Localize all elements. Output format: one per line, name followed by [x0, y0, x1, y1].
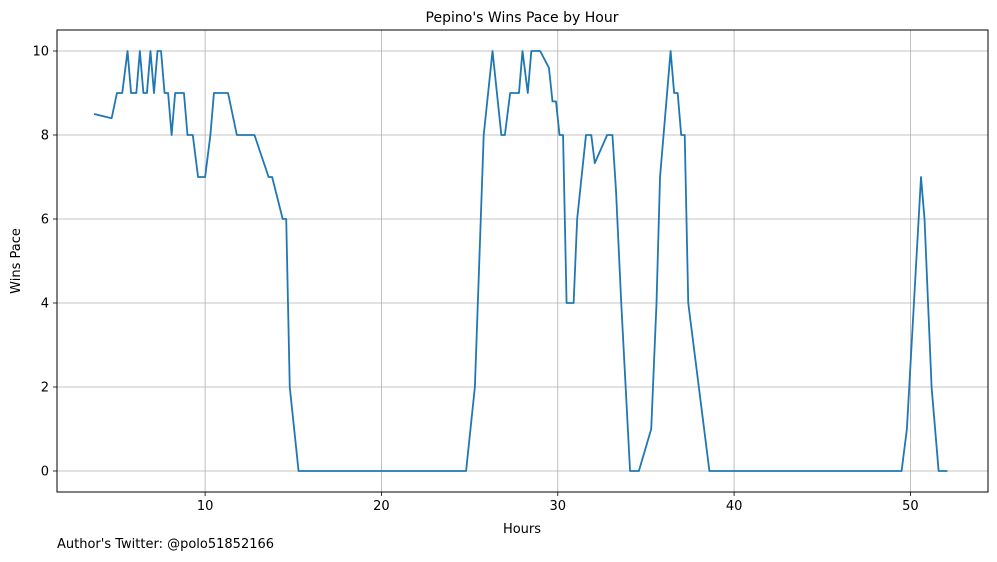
- x-tick-label: 20: [373, 499, 390, 514]
- gridlines: [57, 30, 988, 492]
- x-tick-label: 40: [726, 499, 743, 514]
- plot-area-frame: [56, 29, 989, 493]
- y-tick-label: 10: [32, 45, 49, 60]
- chart-title: Pepino's Wins Pace by Hour: [426, 10, 619, 26]
- y-tick-label: 4: [41, 297, 49, 312]
- y-tick-label: 6: [41, 213, 49, 228]
- x-tick-label: 10: [197, 499, 214, 514]
- y-tick-label: 8: [41, 129, 49, 144]
- y-tick-label: 0: [41, 465, 49, 480]
- author-footnote: Author's Twitter: @polo51852166: [57, 537, 275, 552]
- x-axis-ticks: 10 20 30 40 50: [197, 492, 919, 514]
- series-line: [93, 50, 948, 472]
- y-axis-ticks: 0 2 4 6 8 10: [32, 45, 57, 480]
- series-layer: [93, 50, 948, 472]
- y-tick-label: 2: [41, 381, 49, 396]
- x-axis-label: Hours: [503, 522, 541, 537]
- y-axis-label: Wins Pace: [9, 228, 24, 294]
- x-tick-label: 50: [902, 499, 919, 514]
- x-tick-label: 30: [549, 499, 566, 514]
